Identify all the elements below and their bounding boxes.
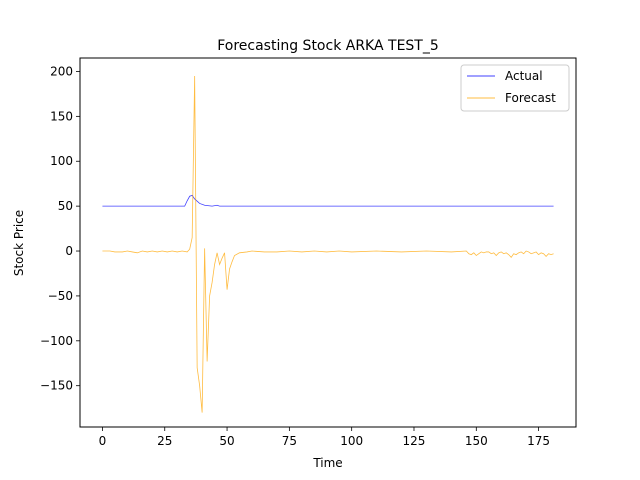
- x-tick-label: 0: [99, 434, 107, 448]
- x-axis-label: Time: [312, 456, 342, 470]
- y-tick-label: 150: [50, 109, 73, 123]
- x-tick-label: 100: [340, 434, 363, 448]
- y-axis: −150 −100 −50 0 50 100 150 200: [40, 64, 80, 393]
- x-tick-label: 175: [527, 434, 550, 448]
- plot-frame: [79, 57, 577, 428]
- y-tick-label: 100: [50, 154, 73, 168]
- x-tick-label: 75: [282, 434, 297, 448]
- y-tick-label: 50: [58, 199, 73, 213]
- x-tick-label: 50: [219, 434, 234, 448]
- x-tick-label: 150: [465, 434, 488, 448]
- y-tick-label: −150: [40, 379, 73, 393]
- series-line-forecast: [102, 75, 554, 413]
- y-tick-label: −100: [40, 334, 73, 348]
- legend-label-actual: Actual: [505, 69, 543, 83]
- y-axis-label: Stock Price: [12, 210, 26, 276]
- chart-title: Forecasting Stock ARKA TEST_5: [217, 38, 439, 54]
- legend-label-forecast: Forecast: [505, 91, 556, 105]
- y-tick-label: 200: [50, 64, 73, 78]
- plot-area: [102, 75, 554, 413]
- x-tick-label: 25: [157, 434, 172, 448]
- x-tick-label: 125: [403, 434, 426, 448]
- series-line-actual: [102, 194, 554, 207]
- y-tick-label: −50: [48, 289, 73, 303]
- legend: Actual Forecast: [460, 64, 570, 112]
- series-layer: [102, 75, 554, 413]
- y-tick-label: 0: [65, 244, 73, 258]
- x-axis: 0 25 50 75 100 125 150 175: [99, 427, 550, 448]
